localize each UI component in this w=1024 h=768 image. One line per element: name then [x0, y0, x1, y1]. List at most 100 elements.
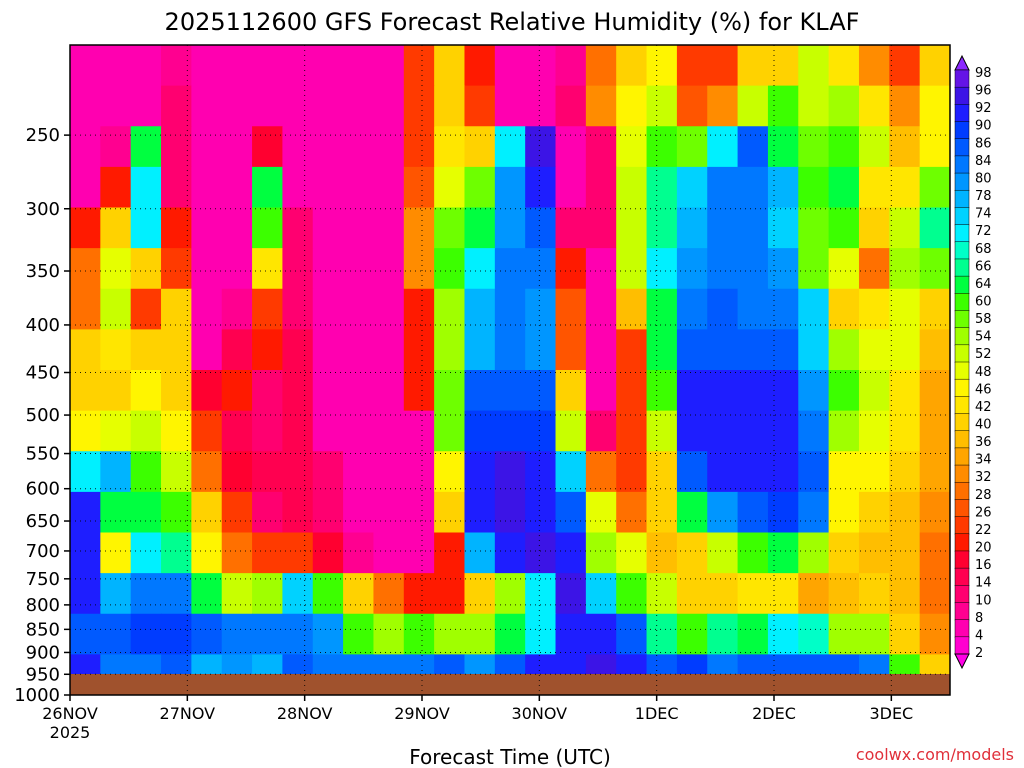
rh-cell [798, 532, 830, 574]
rh-cell [130, 532, 162, 574]
rh-cell [70, 248, 101, 290]
rh-cell [161, 451, 192, 493]
colorbar-label: 84 [975, 154, 992, 169]
rh-cell [585, 166, 617, 209]
rh-cell [828, 207, 860, 249]
rh-cell [828, 288, 860, 330]
rh-cell [464, 573, 496, 615]
rh-cell [403, 166, 435, 209]
rh-cell [585, 410, 617, 452]
rh-cell [585, 85, 617, 127]
rh-cell [676, 207, 708, 249]
rh-cell [828, 248, 860, 290]
rh-cell [70, 613, 101, 655]
rh-cell [889, 45, 921, 87]
rh-cell [161, 491, 192, 534]
rh-cell [585, 532, 617, 574]
colorbar-segment [954, 447, 970, 466]
plot-frame [69, 44, 951, 696]
rh-cell [494, 288, 526, 330]
rh-cell [707, 248, 739, 290]
rh-cell [889, 85, 921, 127]
rh-cell [100, 613, 132, 655]
rh-cell [221, 126, 253, 168]
rh-cell [464, 329, 496, 371]
rh-cell [737, 370, 769, 412]
rh-cell [646, 45, 678, 87]
rh-cell [737, 491, 769, 534]
rh-cell [707, 329, 739, 371]
rh-heatmap [70, 45, 950, 695]
rh-cell [828, 370, 860, 412]
rh-cell [282, 573, 314, 615]
rh-cell [464, 166, 496, 209]
rh-cell [464, 85, 496, 127]
rh-cell [646, 532, 678, 574]
rh-cell [343, 613, 375, 655]
rh-cell [130, 573, 162, 615]
rh-cell [161, 166, 192, 209]
rh-cell [373, 248, 405, 290]
rh-cell [767, 532, 799, 574]
rh-cell [191, 248, 223, 290]
rh-cell [252, 166, 284, 209]
rh-cell [373, 166, 405, 209]
rh-cell [858, 613, 890, 655]
rh-cell [525, 166, 557, 209]
colorbar-label: 8 [975, 611, 983, 626]
rh-cell [737, 288, 769, 330]
colorbar-segment [954, 481, 970, 501]
colorbar-segment [954, 464, 970, 483]
rh-cell [616, 451, 648, 493]
colorbar-label: 98 [975, 66, 992, 81]
rh-cell [252, 207, 284, 249]
colorbar-label: 66 [975, 259, 992, 274]
rh-cell [221, 532, 253, 574]
rh-cell [434, 451, 466, 493]
rh-cell [373, 451, 405, 493]
rh-cell [616, 410, 648, 452]
rh-cell [434, 491, 466, 534]
rh-cell [646, 410, 678, 452]
y-tick-label: 400 [26, 315, 60, 336]
rh-cell [464, 126, 496, 168]
colorbar-segment [954, 327, 970, 346]
colorbar-label: 78 [975, 189, 992, 204]
rh-cell [70, 451, 101, 493]
rh-cell [555, 573, 587, 615]
colorbar-label: 4 [975, 628, 983, 643]
rh-cell [707, 573, 739, 615]
colorbar-segment [954, 224, 970, 243]
rh-cell [525, 613, 557, 655]
colorbar-segment [954, 310, 970, 329]
colorbar-segment [954, 155, 970, 174]
colorbar-segment [954, 585, 970, 604]
rh-cell [616, 370, 648, 412]
rh-cell [828, 451, 860, 493]
rh-cell [616, 288, 648, 330]
rh-cell [100, 166, 132, 209]
rh-cell [252, 126, 284, 168]
rh-cell [707, 491, 739, 534]
rh-cell [403, 491, 435, 534]
rh-cell [161, 329, 192, 371]
rh-cell [434, 248, 466, 290]
rh-cell [737, 329, 769, 371]
colorbar-label: 58 [975, 312, 992, 327]
rh-cell [312, 613, 344, 655]
colorbar-label: 34 [975, 453, 992, 468]
rh-cell [494, 370, 526, 412]
rh-cell [858, 573, 890, 615]
rh-cell [919, 207, 950, 249]
rh-cell [221, 451, 253, 493]
colorbar-segment [954, 602, 970, 621]
colorbar-label: 36 [975, 435, 992, 450]
rh-cell [798, 410, 830, 452]
rh-cell [858, 166, 890, 209]
rh-cell [161, 410, 192, 452]
colorbar-label: 10 [975, 593, 992, 608]
rh-cell [555, 45, 587, 87]
rh-cell [585, 126, 617, 168]
colorbar-segment [954, 121, 970, 140]
credit-link[interactable]: coolwx.com/models [856, 745, 1014, 764]
